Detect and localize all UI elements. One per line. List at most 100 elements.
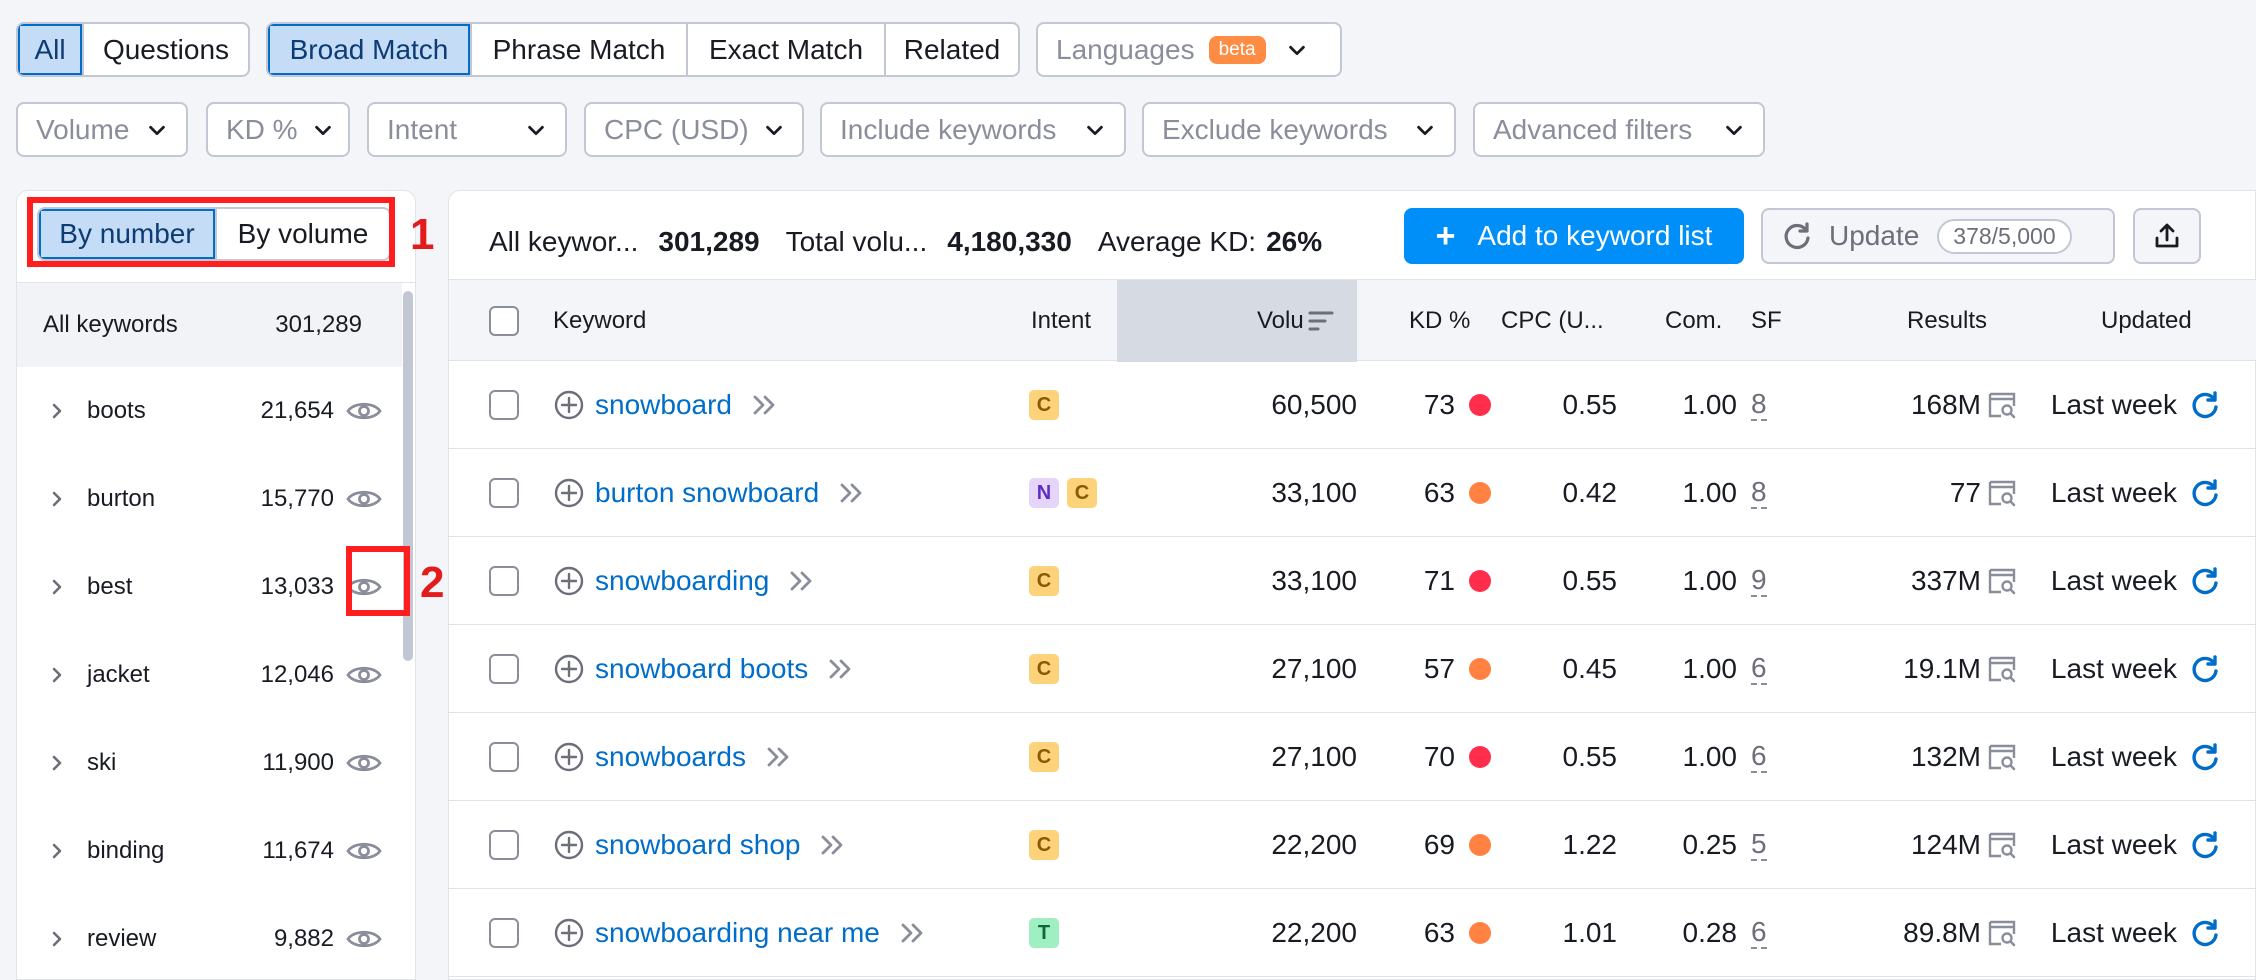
group-item[interactable]: binding 11,674 xyxy=(17,807,402,895)
refresh-icon[interactable] xyxy=(2189,829,2221,861)
refresh-icon[interactable] xyxy=(2189,653,2221,685)
all-keywords-row[interactable]: All keywords 301,289 xyxy=(17,283,402,367)
keyword-link[interactable]: snowboard xyxy=(595,389,732,420)
include-keywords-filter[interactable]: Include keywords xyxy=(820,102,1126,157)
group-item[interactable]: best 13,033 xyxy=(17,543,402,631)
row-checkbox[interactable] xyxy=(489,566,519,596)
row-checkbox[interactable] xyxy=(489,654,519,684)
row-checkbox[interactable] xyxy=(489,830,519,860)
keyword-link[interactable]: burton snowboard xyxy=(595,477,820,508)
eye-icon[interactable] xyxy=(346,927,382,951)
sf-count[interactable]: 8 xyxy=(1751,388,1767,421)
column-com[interactable]: Com. xyxy=(1665,307,1723,334)
add-keyword-icon[interactable] xyxy=(553,741,585,773)
serp-preview-icon[interactable] xyxy=(1987,478,2017,508)
add-keyword-icon[interactable] xyxy=(553,565,585,597)
serp-preview-icon[interactable] xyxy=(1987,390,2017,420)
column-intent[interactable]: Intent xyxy=(1031,307,1092,334)
add-keyword-icon[interactable] xyxy=(553,917,585,949)
tab-phrase-match[interactable]: Phrase Match xyxy=(472,24,688,75)
column-volume[interactable]: Volu xyxy=(1257,280,1334,362)
volume-filter[interactable]: Volume xyxy=(16,102,188,157)
by-number-button[interactable]: By number xyxy=(39,209,217,259)
keyword-link[interactable]: snowboarding xyxy=(595,565,770,596)
add-to-keyword-list-button[interactable]: + Add to keyword list xyxy=(1404,208,1744,264)
tab-questions[interactable]: Questions xyxy=(102,33,230,65)
serp-preview-icon[interactable] xyxy=(1987,918,2017,948)
eye-icon[interactable] xyxy=(346,663,382,687)
cpc-filter[interactable]: CPC (USD) xyxy=(584,102,804,157)
group-item[interactable]: boots 21,654 xyxy=(17,367,402,455)
column-results[interactable]: Results xyxy=(1907,307,1988,334)
column-updated[interactable]: Updated xyxy=(2101,307,2192,334)
column-keyword[interactable]: Keyword xyxy=(553,307,647,334)
eye-icon[interactable] xyxy=(346,399,382,423)
group-item[interactable]: review 9,882 xyxy=(17,895,402,980)
group-item[interactable]: burton 15,770 xyxy=(17,455,402,543)
double-chevron-icon[interactable] xyxy=(750,392,780,418)
serp-preview-icon[interactable] xyxy=(1987,742,2017,772)
tab-related[interactable]: Related xyxy=(903,33,1001,65)
sf-count[interactable]: 6 xyxy=(1751,916,1767,949)
row-checkbox[interactable] xyxy=(489,390,519,420)
column-sf[interactable]: SF xyxy=(1751,307,1782,334)
eye-icon[interactable] xyxy=(346,751,382,775)
serp-preview-icon[interactable] xyxy=(1987,654,2017,684)
double-chevron-icon[interactable] xyxy=(837,480,867,506)
column-kd[interactable]: KD % xyxy=(1409,307,1471,334)
exclude-keywords-filter[interactable]: Exclude keywords xyxy=(1142,102,1456,157)
chevron-right-icon[interactable] xyxy=(47,401,67,421)
row-checkbox[interactable] xyxy=(489,918,519,948)
tab-all[interactable]: All xyxy=(18,24,84,75)
double-chevron-icon[interactable] xyxy=(764,744,794,770)
languages-dropdown[interactable]: Languages beta xyxy=(1036,22,1342,77)
sf-count[interactable]: 6 xyxy=(1751,652,1767,685)
refresh-icon[interactable] xyxy=(2189,917,2221,949)
by-volume-button[interactable]: By volume xyxy=(237,218,369,249)
update-button[interactable]: Update 378/5,000 xyxy=(1761,208,2115,264)
eye-icon[interactable] xyxy=(346,839,382,863)
refresh-icon[interactable] xyxy=(2189,565,2221,597)
tab-exact-match[interactable]: Exact Match xyxy=(688,24,886,75)
row-checkbox[interactable] xyxy=(489,478,519,508)
select-all-checkbox[interactable] xyxy=(489,306,519,336)
row-checkbox[interactable] xyxy=(489,742,519,772)
groups-scrollbar[interactable] xyxy=(403,291,413,661)
double-chevron-icon[interactable] xyxy=(826,656,856,682)
chevron-right-icon[interactable] xyxy=(47,577,67,597)
keyword-link[interactable]: snowboard shop xyxy=(595,829,801,860)
tab-broad-match[interactable]: Broad Match xyxy=(268,24,472,75)
sf-count[interactable]: 6 xyxy=(1751,740,1767,773)
keyword-link[interactable]: snowboarding near me xyxy=(595,917,880,948)
double-chevron-icon[interactable] xyxy=(787,568,817,594)
chevron-right-icon[interactable] xyxy=(47,841,67,861)
add-keyword-icon[interactable] xyxy=(553,389,585,421)
eye-icon[interactable] xyxy=(346,575,382,599)
intent-filter[interactable]: Intent xyxy=(367,102,567,157)
sf-count[interactable]: 9 xyxy=(1751,564,1767,597)
refresh-icon[interactable] xyxy=(2189,477,2221,509)
group-item[interactable]: jacket 12,046 xyxy=(17,631,402,719)
export-button[interactable] xyxy=(2133,208,2201,264)
chevron-right-icon[interactable] xyxy=(47,929,67,949)
chevron-right-icon[interactable] xyxy=(47,665,67,685)
serp-preview-icon[interactable] xyxy=(1987,830,2017,860)
add-keyword-icon[interactable] xyxy=(553,477,585,509)
kd-filter[interactable]: KD % xyxy=(206,102,350,157)
chevron-right-icon[interactable] xyxy=(47,753,67,773)
refresh-icon[interactable] xyxy=(2189,741,2221,773)
double-chevron-icon[interactable] xyxy=(898,920,928,946)
double-chevron-icon[interactable] xyxy=(818,832,848,858)
keyword-link[interactable]: snowboard boots xyxy=(595,653,809,684)
advanced-filters[interactable]: Advanced filters xyxy=(1473,102,1765,157)
serp-preview-icon[interactable] xyxy=(1987,566,2017,596)
eye-icon[interactable] xyxy=(346,487,382,511)
add-keyword-icon[interactable] xyxy=(553,829,585,861)
keyword-link[interactable]: snowboards xyxy=(595,741,746,772)
refresh-icon[interactable] xyxy=(2189,389,2221,421)
sf-count[interactable]: 8 xyxy=(1751,476,1767,509)
sf-count[interactable]: 5 xyxy=(1751,828,1767,861)
column-cpc[interactable]: CPC (U... xyxy=(1501,307,1604,334)
chevron-right-icon[interactable] xyxy=(47,489,67,509)
group-item[interactable]: ski 11,900 xyxy=(17,719,402,807)
